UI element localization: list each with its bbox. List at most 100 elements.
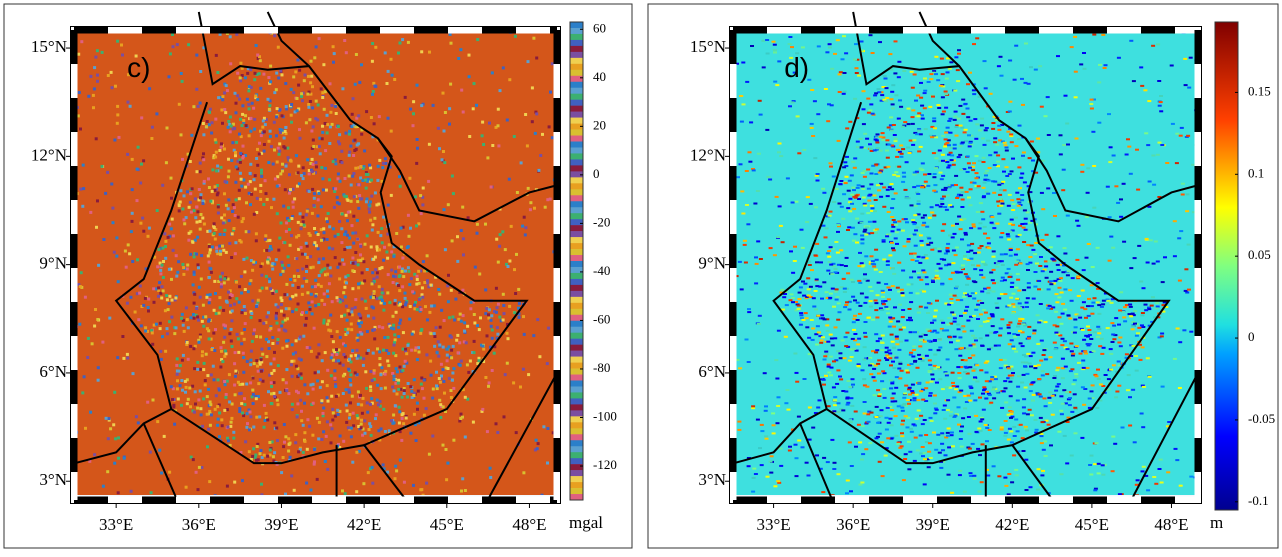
raster-cell [345, 132, 348, 135]
raster-cell [930, 206, 934, 208]
raster-cell [548, 125, 551, 128]
raster-cell [150, 491, 153, 494]
raster-cell [398, 322, 401, 325]
raster-cell [382, 309, 385, 312]
raster-cell [1089, 103, 1093, 105]
raster-cell [972, 378, 976, 380]
raster-cell [265, 338, 268, 341]
raster-cell [527, 373, 530, 376]
raster-cell [819, 261, 823, 263]
raster-cell [1173, 358, 1177, 360]
raster-cell [1062, 144, 1066, 146]
raster-cell [210, 413, 213, 416]
raster-cell [1155, 302, 1159, 304]
raster-cell [371, 282, 374, 285]
raster-cell [1024, 43, 1028, 45]
raster-cell [952, 397, 956, 399]
raster-cell [1040, 340, 1044, 342]
raster-cell [1009, 135, 1013, 137]
raster-cell [360, 426, 363, 429]
raster-cell [248, 282, 251, 285]
raster-cell [290, 217, 293, 220]
raster-cell [894, 237, 898, 239]
map-panel: c)33°E36°E39°E42°E45°E48°E15°N12°N9°N6°N… [31, 12, 617, 534]
raster-cell [187, 398, 190, 401]
raster-cell [399, 42, 402, 45]
raster-cell [277, 306, 280, 309]
raster-cell [193, 411, 196, 414]
raster-cell [874, 249, 878, 251]
raster-cell [262, 73, 265, 76]
raster-cell [236, 94, 239, 97]
raster-cell [885, 347, 889, 349]
raster-cell [895, 336, 899, 338]
raster-cell [876, 363, 880, 365]
raster-cell [809, 286, 813, 288]
raster-cell [1093, 489, 1097, 491]
raster-cell [412, 100, 415, 103]
raster-cell [969, 188, 973, 190]
raster-cell [491, 71, 494, 74]
raster-cell [456, 235, 459, 238]
raster-cell [1151, 296, 1155, 298]
raster-cell [381, 166, 384, 169]
raster-cell [261, 287, 264, 290]
raster-cell [276, 439, 279, 442]
raster-cell [190, 316, 193, 319]
raster-cell [214, 118, 217, 121]
raster-cell [251, 299, 254, 302]
raster-cell [964, 234, 968, 236]
raster-cell [392, 255, 395, 258]
raster-cell [810, 89, 814, 91]
raster-cell [1111, 247, 1115, 249]
raster-cell [230, 328, 233, 331]
raster-cell [950, 434, 954, 436]
raster-cell [886, 260, 890, 262]
colorbar-swatch [570, 464, 583, 470]
raster-cell [860, 146, 864, 148]
raster-cell [249, 163, 252, 166]
raster-cell [363, 149, 366, 152]
raster-cell [872, 195, 876, 197]
raster-cell [962, 218, 966, 220]
raster-cell [270, 385, 273, 388]
colorbar-swatch [570, 153, 583, 159]
raster-cell [764, 435, 768, 437]
raster-cell [1109, 353, 1113, 355]
raster-cell [997, 65, 1001, 67]
raster-cell [403, 392, 406, 395]
raster-cell [1166, 471, 1170, 473]
raster-cell [829, 293, 833, 295]
raster-cell [1075, 138, 1079, 140]
raster-cell [291, 403, 294, 406]
raster-cell [901, 270, 905, 272]
raster-cell [335, 353, 338, 356]
raster-cell [252, 447, 255, 450]
raster-cell [894, 387, 898, 389]
raster-cell [303, 224, 306, 227]
colorbar-swatch [570, 249, 583, 255]
raster-cell [999, 56, 1003, 58]
raster-cell [1013, 79, 1017, 81]
raster-cell [853, 299, 857, 301]
raster-cell [152, 399, 155, 402]
raster-cell [213, 226, 216, 229]
raster-cell [131, 158, 134, 161]
raster-cell [275, 427, 278, 430]
raster-cell [386, 257, 389, 260]
raster-cell [262, 203, 265, 206]
raster-cell [977, 252, 981, 254]
raster-cell [1074, 326, 1078, 328]
raster-cell [1054, 348, 1058, 350]
raster-cell [844, 336, 848, 338]
raster-cell [1157, 80, 1161, 82]
raster-cell [980, 302, 984, 304]
raster-cell [897, 405, 901, 407]
colorbar-swatch [570, 237, 583, 243]
raster-cell [897, 61, 901, 63]
raster-cell [208, 276, 211, 279]
raster-cell [95, 137, 98, 140]
raster-cell [370, 195, 373, 198]
raster-cell [997, 345, 1001, 347]
raster-cell [912, 346, 916, 348]
